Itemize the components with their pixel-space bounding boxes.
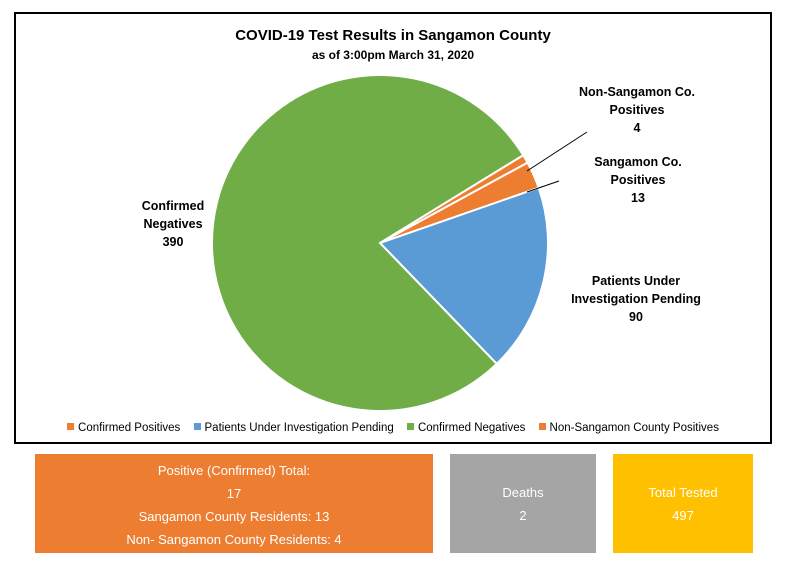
legend-swatch: [67, 423, 75, 430]
pie-chart: Sangamon Co. Positives 13 Patients Under Inv…: [142, 74, 701, 412]
pie-slice-negatives: [211, 74, 525, 412]
deaths-box: Deaths 2: [450, 454, 596, 553]
total-tested-value: 497: [672, 508, 694, 523]
deaths-value: 2: [519, 508, 527, 523]
data-label-negatives: Confirmed Negatives 390: [142, 199, 205, 249]
pie-slice-pui: [378, 186, 549, 366]
data-label-nonsangamon: Non-Sangamon Co. Positives 4: [579, 85, 695, 135]
chart-frame: COVID-19 Test Results in Sangamon County…: [14, 12, 772, 444]
legend-label: Non-Sangamon County Positives: [549, 422, 719, 434]
positive-total-box: Positive (Confirmed) Total: 17 Sangamon …: [35, 454, 433, 553]
sangamon-residents-line: Sangamon County Residents: 13: [138, 509, 330, 524]
chart-subtitle: as of 3:00pm March 31, 2020: [311, 48, 475, 62]
legend-label: Confirmed Positives: [78, 422, 181, 434]
legend-item-confirmed-positives: Confirmed Positives: [67, 421, 180, 435]
positive-total-label: Positive (Confirmed) Total:: [157, 463, 311, 478]
data-label-pui: Patients Under Investigation Pending 90: [571, 274, 701, 324]
positive-total-value: 17: [226, 486, 242, 501]
legend-label: Patients Under Investigation Pending: [204, 422, 394, 434]
pie-slice-nonsangamon: [379, 153, 529, 244]
total-tested-label: Total Tested: [648, 485, 718, 500]
chart-title: COVID-19 Test Results in Sangamon County: [235, 27, 551, 44]
data-label-sangamon: Sangamon Co. Positives 13: [594, 155, 682, 205]
non-sangamon-residents-line: Non- Sangamon County Residents: 4: [126, 532, 342, 547]
leader-line-nonsangamon: [526, 131, 588, 172]
legend-label: Confirmed Negatives: [417, 422, 526, 434]
legend-item-pui: Patients Under Investigation Pending: [193, 421, 394, 435]
legend-swatch: [538, 423, 546, 430]
leader-line-sangamon: [526, 180, 560, 193]
legend-swatch: [406, 423, 414, 430]
legend-item-confirmed-negatives: Confirmed Negatives: [406, 421, 526, 435]
chart-legend: Confirmed Positives Patients Under Inves…: [16, 421, 770, 435]
total-tested-box: Total Tested 497: [613, 454, 753, 553]
legend-item-non-sangamon-positives: Non-Sangamon County Positives: [538, 421, 719, 435]
deaths-label: Deaths: [502, 485, 544, 500]
legend-swatch: [193, 423, 201, 430]
